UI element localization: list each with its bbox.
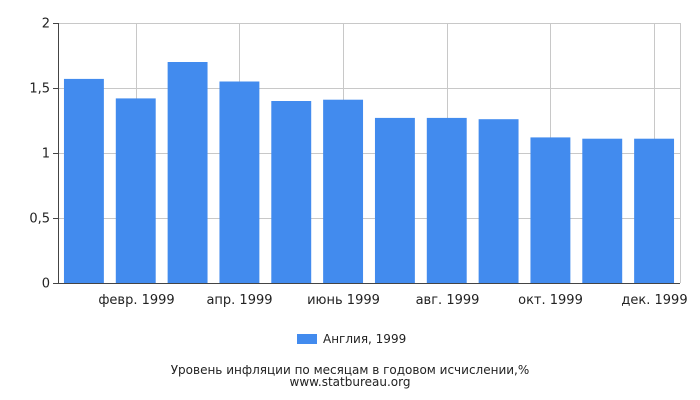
bars bbox=[63, 62, 675, 284]
x-tick-label: авг. 1999 bbox=[416, 293, 480, 308]
x-tick-label: февр. 1999 bbox=[98, 293, 174, 308]
x-tick-label: окт. 1999 bbox=[518, 293, 583, 308]
bar bbox=[634, 138, 675, 283]
x-tick-label: июнь 1999 bbox=[307, 293, 380, 308]
x-tick-label: дек. 1999 bbox=[621, 293, 687, 308]
legend-swatch bbox=[297, 334, 317, 344]
source-url: www.statbureau.org bbox=[289, 375, 411, 389]
bar bbox=[167, 62, 208, 283]
bar bbox=[530, 137, 571, 283]
axes bbox=[53, 23, 680, 284]
y-tick-label: 2 bbox=[42, 17, 50, 32]
bar bbox=[115, 98, 156, 284]
y-tick-labels: 0 0,5 1 1,5 2 bbox=[29, 17, 50, 292]
y-tick-label: 0 bbox=[42, 277, 50, 292]
x-tick-label: апр. 1999 bbox=[206, 293, 272, 308]
bar bbox=[582, 138, 623, 283]
chart-title: Уровень инфляции по месяцам в годовом ис… bbox=[170, 363, 530, 377]
bar bbox=[374, 117, 415, 284]
y-tick-label: 1 bbox=[42, 147, 50, 162]
legend: Англия, 1999 bbox=[297, 332, 406, 346]
bar bbox=[63, 78, 104, 284]
y-tick-label: 0,5 bbox=[29, 212, 50, 227]
bar bbox=[219, 81, 260, 283]
legend-label: Англия, 1999 bbox=[323, 332, 407, 346]
y-tick-label: 1,5 bbox=[29, 82, 50, 97]
bar bbox=[323, 99, 364, 283]
bar bbox=[271, 101, 312, 283]
x-tick-labels: февр. 1999 апр. 1999 июнь 1999 авг. 1999 окт… bbox=[98, 293, 687, 308]
bar bbox=[478, 119, 519, 283]
bar bbox=[426, 117, 467, 284]
